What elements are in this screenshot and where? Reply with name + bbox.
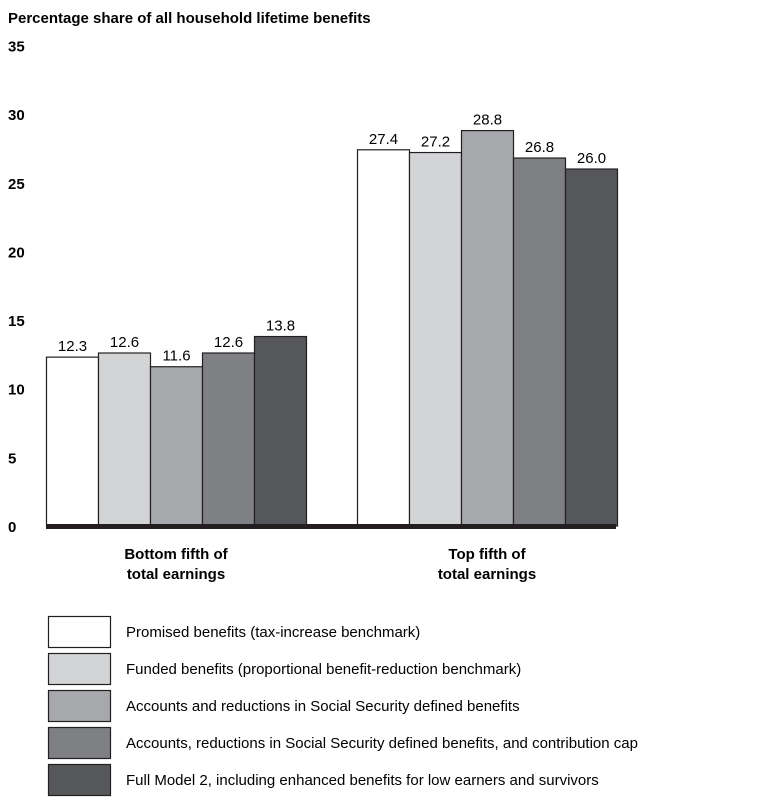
data-label: 12.6 xyxy=(110,334,139,351)
legend: Promised benefits (tax-increase benchmar… xyxy=(47,615,638,797)
category-label: Top fifth of xyxy=(448,546,526,563)
chart-title: Percentage share of all household lifeti… xyxy=(8,10,371,27)
y-tick-label: 30 xyxy=(8,107,25,124)
bars xyxy=(45,129,619,527)
y-tick-label: 20 xyxy=(8,244,25,261)
y-tick-label: 0 xyxy=(8,519,16,536)
legend-swatch xyxy=(47,615,112,649)
data-label: 26.0 xyxy=(577,150,606,167)
category-label: Bottom fifth of xyxy=(124,546,228,563)
y-tick-label: 25 xyxy=(8,176,25,193)
bar xyxy=(253,335,308,527)
data-label: 12.3 xyxy=(58,338,87,355)
y-tick-label: 5 xyxy=(8,450,16,467)
legend-label: Promised benefits (tax-increase benchmar… xyxy=(126,624,420,641)
legend-swatch xyxy=(47,763,112,797)
category-label: total earnings xyxy=(127,566,225,583)
baseline xyxy=(46,524,616,529)
bar xyxy=(97,352,152,527)
data-label: 12.6 xyxy=(214,334,243,351)
data-label: 27.2 xyxy=(421,134,450,151)
data-label: 26.8 xyxy=(525,139,554,156)
bar xyxy=(512,157,567,527)
data-label: 13.8 xyxy=(266,318,295,335)
bar xyxy=(564,168,619,527)
y-tick-label: 35 xyxy=(8,38,25,55)
category-label: total earnings xyxy=(438,566,536,583)
bar xyxy=(356,149,411,527)
bar xyxy=(149,366,204,527)
legend-label: Accounts and reductions in Social Securi… xyxy=(126,698,520,715)
legend-label: Full Model 2, including enhanced benefit… xyxy=(126,772,599,789)
data-label: 27.4 xyxy=(369,131,398,148)
y-axis-ticks: 0 5 10 15 20 25 30 35 xyxy=(8,38,25,536)
legend-label: Accounts, reductions in Social Security … xyxy=(126,735,638,752)
data-label: 11.6 xyxy=(162,348,190,365)
y-tick-label: 10 xyxy=(8,382,25,399)
category-labels: Bottom fifth of total earnings Top fifth o… xyxy=(124,546,536,583)
y-tick-label: 15 xyxy=(8,313,25,330)
legend-label: Funded benefits (proportional benefit-re… xyxy=(126,661,521,678)
legend-swatch xyxy=(47,689,112,723)
bar xyxy=(201,352,256,527)
bar xyxy=(460,129,515,527)
legend-swatch xyxy=(47,652,112,686)
bar xyxy=(408,151,463,527)
data-label: 28.8 xyxy=(473,112,502,129)
bar xyxy=(45,356,100,527)
data-labels: 12.3 27.4 12.6 27.2 11.6 28.8 12.6 26.8 13.8 26.0 xyxy=(58,112,606,365)
legend-swatch xyxy=(47,726,112,760)
